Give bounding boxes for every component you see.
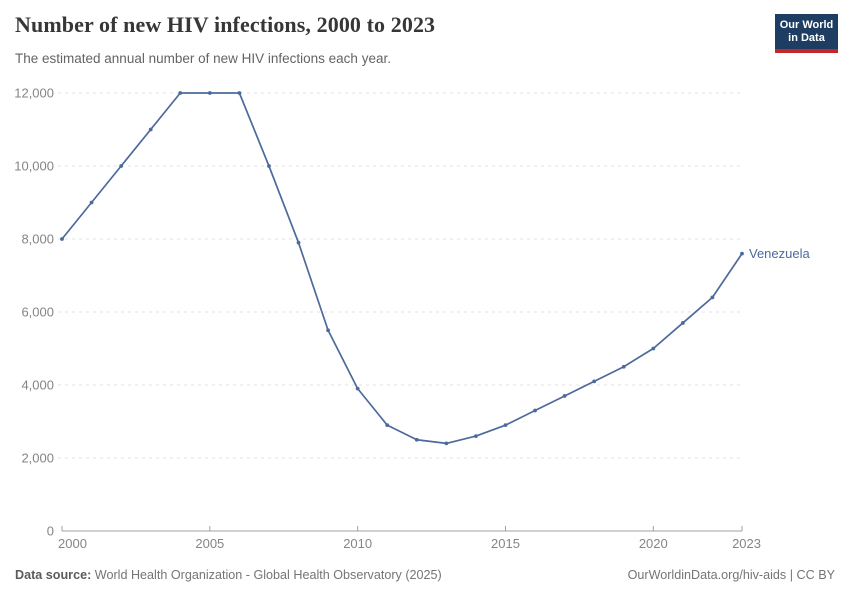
data-line-venezuela xyxy=(61,92,743,445)
x-axis-tick-label: 2015 xyxy=(491,536,520,551)
data-point xyxy=(60,237,64,241)
y-axis-tick-label: 0 xyxy=(47,524,54,539)
data-point xyxy=(414,437,419,442)
data-point xyxy=(444,441,449,446)
data-source-text: World Health Organization - Global Healt… xyxy=(91,568,442,582)
data-source-label: Data source: xyxy=(15,568,92,582)
data-point xyxy=(385,423,390,428)
owid-logo-line1: Our World xyxy=(779,19,834,31)
data-point xyxy=(680,321,685,325)
data-point xyxy=(592,379,597,384)
data-point xyxy=(237,91,242,95)
chart-footer: Data source: World Health Organization -… xyxy=(15,568,835,582)
x-axis-tick-label: 2005 xyxy=(195,536,224,551)
data-point xyxy=(119,164,124,168)
data-point xyxy=(503,423,508,428)
x-axis-tick-label: 2000 xyxy=(58,536,87,551)
data-source-note: Data source: World Health Organization -… xyxy=(15,568,442,582)
x-axis-tick-label: 2020 xyxy=(639,536,668,551)
data-point xyxy=(89,200,94,205)
data-point xyxy=(178,91,183,95)
data-point xyxy=(710,295,715,300)
owid-logo-accent-bar xyxy=(775,49,838,53)
page-title: Number of new HIV infections, 2000 to 20… xyxy=(15,12,436,37)
data-point xyxy=(621,364,626,369)
owid-logo: Our World in Data xyxy=(775,14,838,53)
data-point xyxy=(651,346,656,351)
data-point xyxy=(533,408,537,413)
series-label-venezuela: Venezuela xyxy=(749,246,810,261)
license-link[interactable]: OurWorldinData.org/hiv-aids | CC BY xyxy=(627,568,835,582)
y-axis-tick-label: 8,000 xyxy=(21,232,54,247)
y-axis-tick-label: 10,000 xyxy=(14,159,54,174)
data-point xyxy=(326,328,330,333)
x-axis-tick-label: 2010 xyxy=(343,536,372,551)
owid-logo-box: Our World in Data xyxy=(775,14,838,49)
y-axis-tick-label: 4,000 xyxy=(21,378,54,393)
y-axis-tick-label: 12,000 xyxy=(14,86,54,101)
y-axis-tick-label: 6,000 xyxy=(21,305,54,320)
x-axis-tick-label: 2023 xyxy=(732,536,761,551)
data-point xyxy=(296,240,301,245)
data-point xyxy=(355,386,360,391)
y-axis-tick-label: 2,000 xyxy=(21,451,54,466)
data-point xyxy=(207,91,212,95)
chart-subtitle: The estimated annual number of new HIV i… xyxy=(15,51,391,66)
data-point xyxy=(562,394,567,398)
data-point xyxy=(148,127,153,132)
owid-logo-line2: in Data xyxy=(788,32,825,44)
data-point xyxy=(267,164,271,168)
data-point xyxy=(474,434,478,438)
data-point xyxy=(740,251,744,256)
